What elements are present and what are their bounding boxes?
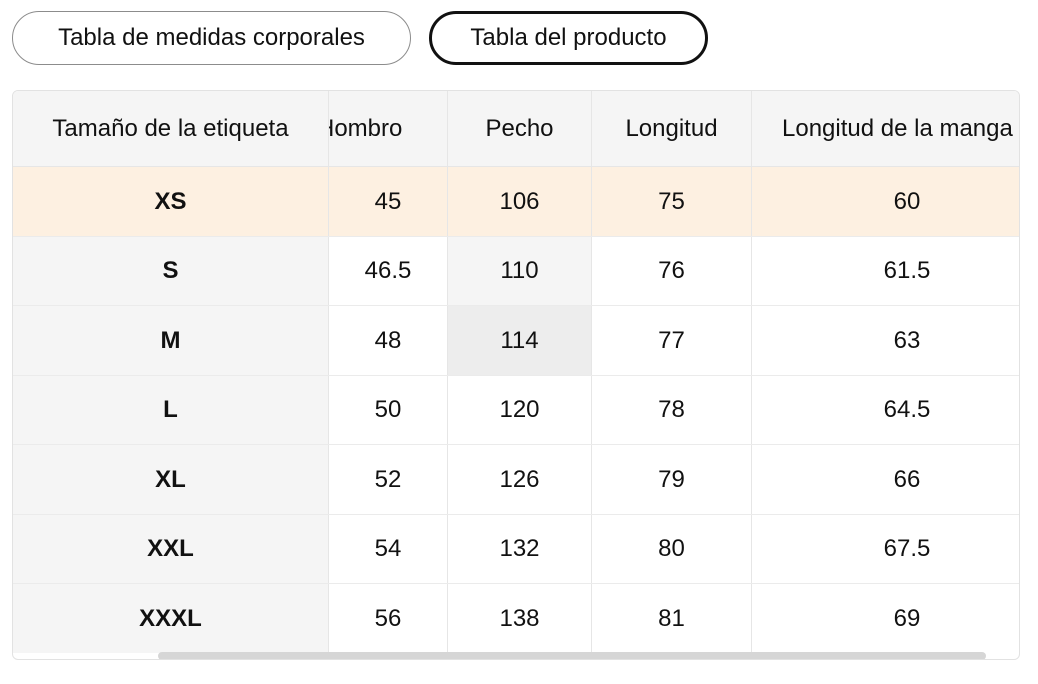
table-cell: 46.5 — [329, 237, 448, 305]
table-cell: 54 — [329, 515, 448, 583]
table-cell: 75 — [592, 167, 752, 236]
table-cell: 64.5 — [883, 396, 931, 423]
table-cell: 77 — [592, 306, 752, 375]
table-cell: 114 — [448, 306, 592, 375]
table-cell: 67.5 — [883, 535, 931, 562]
size-label-cell: S — [13, 237, 329, 305]
table-cell: 132 — [448, 515, 592, 583]
table-row[interactable]: S 46.5 110 76 61.5 — [13, 237, 1019, 306]
table-cell: 79 — [592, 445, 752, 514]
column-header: Tamaño de la etiqueta — [13, 91, 329, 166]
size-label-cell: XS — [13, 167, 329, 236]
table-row[interactable]: L 50 120 78 64.5 — [13, 376, 1019, 445]
table-cell: 61.5 — [883, 257, 931, 284]
table-cell: 63 — [893, 326, 921, 354]
size-label-cell: M — [13, 306, 329, 375]
table-cell: 50 — [329, 376, 448, 444]
size-label-cell: XXL — [13, 515, 329, 583]
size-label-cell: L — [13, 376, 329, 444]
column-header: Longitud — [592, 91, 752, 166]
table-cell: 78 — [592, 376, 752, 444]
table-cell: 48 — [329, 306, 448, 375]
table-cell: 138 — [448, 584, 592, 653]
tab-body-measurements[interactable]: Tabla de medidas corporales — [12, 11, 411, 65]
table-cell: 110 — [448, 237, 592, 305]
table-row[interactable]: XXL 54 132 80 67.5 — [13, 515, 1019, 584]
table-cell: 69 — [893, 604, 921, 632]
table-cell: 76 — [592, 237, 752, 305]
table-row[interactable]: M 48 114 77 63 — [13, 306, 1019, 376]
size-label-cell: XXXL — [13, 584, 329, 653]
table-cell: 120 — [448, 376, 592, 444]
table-cell: 81 — [592, 584, 752, 653]
column-header: Pecho — [448, 91, 592, 166]
size-label-cell: XL — [13, 445, 329, 514]
horizontal-scrollbar[interactable] — [158, 652, 986, 659]
column-header: Hombro — [329, 91, 448, 166]
table-cell: 80 — [592, 515, 752, 583]
table-cell: 52 — [329, 445, 448, 514]
table-cell: 56 — [329, 584, 448, 653]
table-cell: 45 — [329, 167, 448, 236]
column-header: Longitud de la manga — [782, 114, 1013, 142]
table-row[interactable]: XXXL 56 138 81 69 — [13, 584, 1019, 653]
table-cell: 126 — [448, 445, 592, 514]
table-row[interactable]: XL 52 126 79 66 — [13, 445, 1019, 515]
table-row[interactable]: XS 45 106 75 60 — [13, 167, 1019, 237]
table-header-row: Tamaño de la etiqueta Hombro Pecho Longi… — [13, 91, 1019, 167]
table-cell: 60 — [752, 167, 1019, 236]
table-cell: 106 — [448, 167, 592, 236]
table-cell: 66 — [893, 465, 921, 493]
size-table: Tamaño de la etiqueta Hombro Pecho Longi… — [12, 90, 1020, 660]
tab-product-table[interactable]: Tabla del producto — [429, 11, 708, 65]
